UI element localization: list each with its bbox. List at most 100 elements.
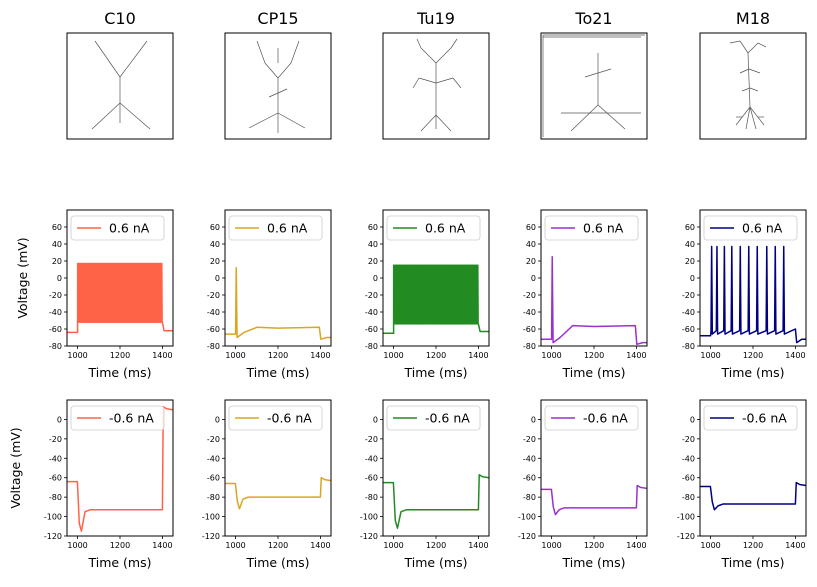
row1-to21-ytick-label: 60 [526,223,536,232]
row2-m18-legend-label: -0.6 nA [742,411,787,426]
row1-c10-xtick-label: 1000 [67,351,87,360]
row1-m18-xlabel: Time (ms) [720,365,784,380]
row1-c10-voltage-trace [67,262,173,334]
neuron-morphology-to21 [542,34,645,137]
row1-m18-ytick-label: 60 [685,223,695,232]
row2-c10-ytick-label: -60 [49,474,62,483]
row2-m18-legend-box [703,405,798,431]
row1-m18-xtick-label: 1000 [700,351,720,360]
row2-to21-legend-label: -0.6 nA [583,411,628,426]
row1-cp15-xtick-label: 1200 [268,351,288,360]
row1-to21-xtick-label: 1200 [584,351,604,360]
column-title-to21: To21 [574,9,612,28]
row1-m18-ytick-label: 0 [690,274,695,283]
row2-c10-voltage-trace [67,406,173,532]
row2-c10-legend-label: -0.6 nA [109,411,154,426]
row2-c10-ytick-label: 0 [57,415,62,424]
row2-to21-ytick-label: -40 [523,454,536,463]
row1-to21-ytick-label: 40 [526,240,536,249]
row1-cp15-ytick-label: -20 [207,291,220,300]
row1-c10-ytick-label: -20 [49,291,62,300]
row1-m18-ytick-label: 20 [685,257,695,266]
row1-m18-voltage-trace [700,245,806,344]
row1-c10-ytick-label: -80 [49,342,62,351]
row2-c10-ytick-label: -40 [49,454,62,463]
row2-m18-voltage-trace [700,481,806,511]
row1-cp15-legend-box [228,215,323,241]
row1-cp15-ytick-label: 40 [210,240,220,249]
row2-to21-ytick-label: -120 [518,532,536,541]
row2-tu19-xlabel: Time (ms) [403,555,467,570]
column-title-cp15: CP15 [257,9,298,28]
row2-m18-xlabel: Time (ms) [720,555,784,570]
row2-m18-ytick-label: -80 [682,493,695,502]
row1-to21-ytick-label: -20 [523,291,536,300]
neuron-morphology-cp15 [248,40,306,133]
neuron-morphology-c10 [91,40,151,130]
row2-to21-xtick-label: 1000 [541,541,561,550]
row2-tu19-xtick-label: 1400 [468,541,488,550]
row1-tu19-ytick-label: -40 [365,308,378,317]
row2-cp15-xlabel: Time (ms) [245,555,309,570]
row2-c10-ytick-label: -120 [44,532,62,541]
row2-to21-legend-box [544,405,639,431]
row2-m18-ytick-label: -120 [677,532,695,541]
row2-tu19-legend-label: -0.6 nA [425,411,470,426]
row1-cp15-ytick-label: -80 [207,342,220,351]
row2-to21-ytick-label: -100 [518,513,536,522]
row2-m18-ytick-label: -40 [682,454,695,463]
row2-c10-ytick-label: -20 [49,435,62,444]
row1-tu19-legend-label: 0.6 nA [425,221,466,236]
row1-tu19-ytick-label: 40 [368,240,378,249]
row1-c10-xlabel: Time (ms) [87,365,151,380]
row1-to21-ytick-label: 0 [531,274,536,283]
row1-c10-legend-box [70,215,165,241]
row1-m18-ytick-label: -40 [682,308,695,317]
row2-tu19-xtick-label: 1200 [426,541,446,550]
row2-m18-xtick-label: 1000 [700,541,720,550]
row2-cp15-ytick-label: -60 [207,474,220,483]
row1-m18-ytick-label: -80 [682,342,695,351]
row2-cp15-ytick-label: -40 [207,454,220,463]
row2-tu19-ytick-label: -20 [365,435,378,444]
row1-c10-legend-label: 0.6 nA [109,221,150,236]
row2-tu19-ytick-label: -100 [360,513,378,522]
row2-tu19-voltage-trace [383,474,489,529]
row2-tu19-legend-box [386,405,481,431]
row1-c10-ytick-label: 0 [57,274,62,283]
row1-c10-ytick-label: 20 [52,257,62,266]
row1-cp15-ytick-label: -40 [207,308,220,317]
row2-c10-ytick-label: -100 [44,513,62,522]
row2-cp15-ytick-label: -100 [202,513,220,522]
row1-c10-xtick-label: 1200 [110,351,130,360]
row2-c10-ytick-label: -80 [49,493,62,502]
row1-tu19-xtick-label: 1000 [383,351,403,360]
row2-c10-legend-box [70,405,165,431]
row1-cp15-ytick-label: 0 [215,274,220,283]
morphology-frame-m18 [699,32,807,140]
row1-to21-xtick-label: 1000 [541,351,561,360]
row1-cp15-ytick-label: 60 [210,223,220,232]
row2-to21-xtick-label: 1200 [584,541,604,550]
row2-m18-xtick-label: 1200 [743,541,763,550]
row2-m18-ytick-label: -60 [682,474,695,483]
row2-cp15-xtick-label: 1200 [268,541,288,550]
row2-cp15-xtick-label: 1400 [310,541,330,550]
row2-ylabel: Voltage (mV) [8,427,23,508]
row2-tu19-xtick-label: 1000 [383,541,403,550]
row2-tu19-ytick-label: 0 [373,415,378,424]
row1-to21-ytick-label: -80 [523,342,536,351]
row1-cp15-ytick-label: -60 [207,325,220,334]
row2-tu19-ytick-label: -80 [365,493,378,502]
row1-cp15-xtick-label: 1000 [225,351,245,360]
row1-tu19-ytick-label: 20 [368,257,378,266]
row1-tu19-xtick-label: 1400 [468,351,488,360]
row2-to21-ytick-label: -80 [523,493,536,502]
neuron-morphology-m18 [729,40,767,130]
row2-c10-xtick-label: 1400 [152,541,172,550]
row1-to21-ytick-label: -60 [523,325,536,334]
row2-cp15-voltage-trace [225,476,331,510]
row1-m18-legend-label: 0.6 nA [742,221,783,236]
row2-to21-ytick-label: 0 [531,415,536,424]
